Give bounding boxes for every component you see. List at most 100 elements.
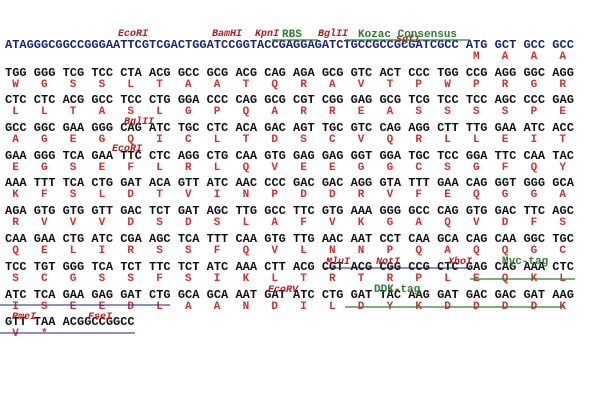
amino-acid: F <box>156 273 163 285</box>
amino-acid: A <box>329 79 336 91</box>
amino-acid: E <box>502 134 509 146</box>
amino-acid: R <box>329 273 336 285</box>
amino-acid: S <box>559 217 566 229</box>
feature-tag: Myc-tag <box>502 256 548 268</box>
amino-acid: M <box>473 51 480 63</box>
feature-tag: RBS <box>282 29 302 41</box>
dna-sequence: TGG GGG TCG TCC CTA ACG GCC GCG ACG CAG … <box>5 66 574 80</box>
amino-acid: A <box>185 301 192 313</box>
amino-acid: Y <box>559 162 566 174</box>
amino-acid: E <box>12 162 19 174</box>
dna-sequence: TCC TGT GGG TCA TCT TTC TCT ATC AAA CTT … <box>5 260 574 274</box>
dna-sequence: CAA GAA CTG ATC CGA AGC TCA TTT CAA GTG … <box>5 232 574 246</box>
amino-acid: G <box>531 79 538 91</box>
amino-acid: S <box>12 273 19 285</box>
amino-acid: P <box>473 79 480 91</box>
amino-acid: I <box>12 301 19 313</box>
amino-acid: L <box>300 245 307 257</box>
amino-acid: V <box>358 134 365 146</box>
amino-acid: P <box>415 273 422 285</box>
amino-acid: F <box>415 189 422 201</box>
restriction-site: EcoRI <box>118 29 148 40</box>
feature-tag: Kozac Consensus <box>358 29 457 41</box>
amino-acid: T <box>358 273 365 285</box>
amino-acid: Q <box>415 245 422 257</box>
amino-acid: L <box>12 106 19 118</box>
amino-acid: Q <box>243 106 250 118</box>
amino-acid: L <box>99 189 106 201</box>
amino-acid: A <box>387 106 394 118</box>
amino-acid: S <box>444 162 451 174</box>
amino-acid: G <box>99 134 106 146</box>
amino-acid: S <box>127 106 134 118</box>
dna-sequence: ATAGGGCGGCCGGGAATTCGTCGACTGGATCCGGTACCGA… <box>5 38 574 52</box>
amino-acid: A <box>214 79 221 91</box>
amino-acid: A <box>415 217 422 229</box>
amino-acid: S <box>502 106 509 118</box>
amino-acid: V <box>358 79 365 91</box>
amino-acid: R <box>358 189 365 201</box>
restriction-site: BglII <box>318 28 348 40</box>
dna-sequence: GCC GGC GAA GGG CAG ATC TGC CTC ACA GAC … <box>5 121 574 135</box>
amino-acid: L <box>70 245 77 257</box>
amino-acid: A <box>271 106 278 118</box>
amino-acid: S <box>444 106 451 118</box>
amino-acid: N <box>243 189 250 201</box>
amino-acid: S <box>185 273 192 285</box>
amino-acid: S <box>156 245 163 257</box>
amino-acid: T <box>243 79 250 91</box>
amino-acid: V <box>70 217 77 229</box>
amino-acid: L <box>156 301 163 313</box>
amino-acid: T <box>156 189 163 201</box>
amino-acid: S <box>70 79 77 91</box>
amino-acid: R <box>127 245 134 257</box>
amino-acid: K <box>12 189 19 201</box>
amino-acid: G <box>531 189 538 201</box>
restriction-site: MluI <box>325 256 350 268</box>
amino-acid: A <box>531 51 538 63</box>
amino-acid: L <box>243 217 250 229</box>
amino-acid: F <box>300 217 307 229</box>
amino-acid: K <box>243 273 250 285</box>
amino-acid: V <box>387 189 394 201</box>
amino-acid: G <box>70 273 77 285</box>
amino-acid: R <box>387 273 394 285</box>
amino-acid: I <box>300 301 307 313</box>
amino-acid: R <box>502 79 509 91</box>
amino-acid: L <box>127 79 134 91</box>
dna-sequence: AGA GTG GTG GTT GAC TCT GAT AGC TTG GCC … <box>5 204 574 218</box>
amino-acid: G <box>41 162 48 174</box>
amino-acid: G <box>387 217 394 229</box>
amino-acid: N <box>329 245 336 257</box>
amino-acid: W <box>12 79 19 91</box>
amino-acid: V <box>271 245 278 257</box>
amino-acid: D <box>271 134 278 146</box>
amino-acid: I <box>156 134 163 146</box>
amino-acid: G <box>185 106 192 118</box>
restriction-site: EcoRV <box>268 285 299 296</box>
amino-acid: I <box>99 245 106 257</box>
amino-acid: G <box>41 134 48 146</box>
amino-acid: L <box>271 273 278 285</box>
amino-acid: A <box>12 134 19 146</box>
amino-acid: C <box>185 134 192 146</box>
dna-sequence: AAA TTT TCA CTG GAT ACA GTT ATC AAC CCC … <box>5 176 575 190</box>
amino-acid: G <box>473 162 480 174</box>
amino-acid: I <box>531 134 538 146</box>
restriction-site: BglII <box>124 116 154 128</box>
amino-acid: S <box>99 79 106 91</box>
amino-acid: G <box>387 162 394 174</box>
amino-acid: Q <box>473 189 480 201</box>
amino-acid: R <box>185 162 192 174</box>
amino-acid: F <box>41 189 48 201</box>
amino-acid: A <box>502 51 509 63</box>
amino-acid: T <box>243 134 250 146</box>
dna-sequence: GTT TAA ACGGCCGGCC <box>5 315 135 329</box>
restriction-site: XhoI <box>447 256 472 268</box>
amino-acid: K <box>358 217 365 229</box>
amino-acid: F <box>214 245 221 257</box>
amino-acid: Q <box>502 245 509 257</box>
dna-sequence: ATC TCA GAA GAG GAT CTG GCA GCA AAT GAT … <box>5 288 574 302</box>
amino-acid: D <box>185 217 192 229</box>
